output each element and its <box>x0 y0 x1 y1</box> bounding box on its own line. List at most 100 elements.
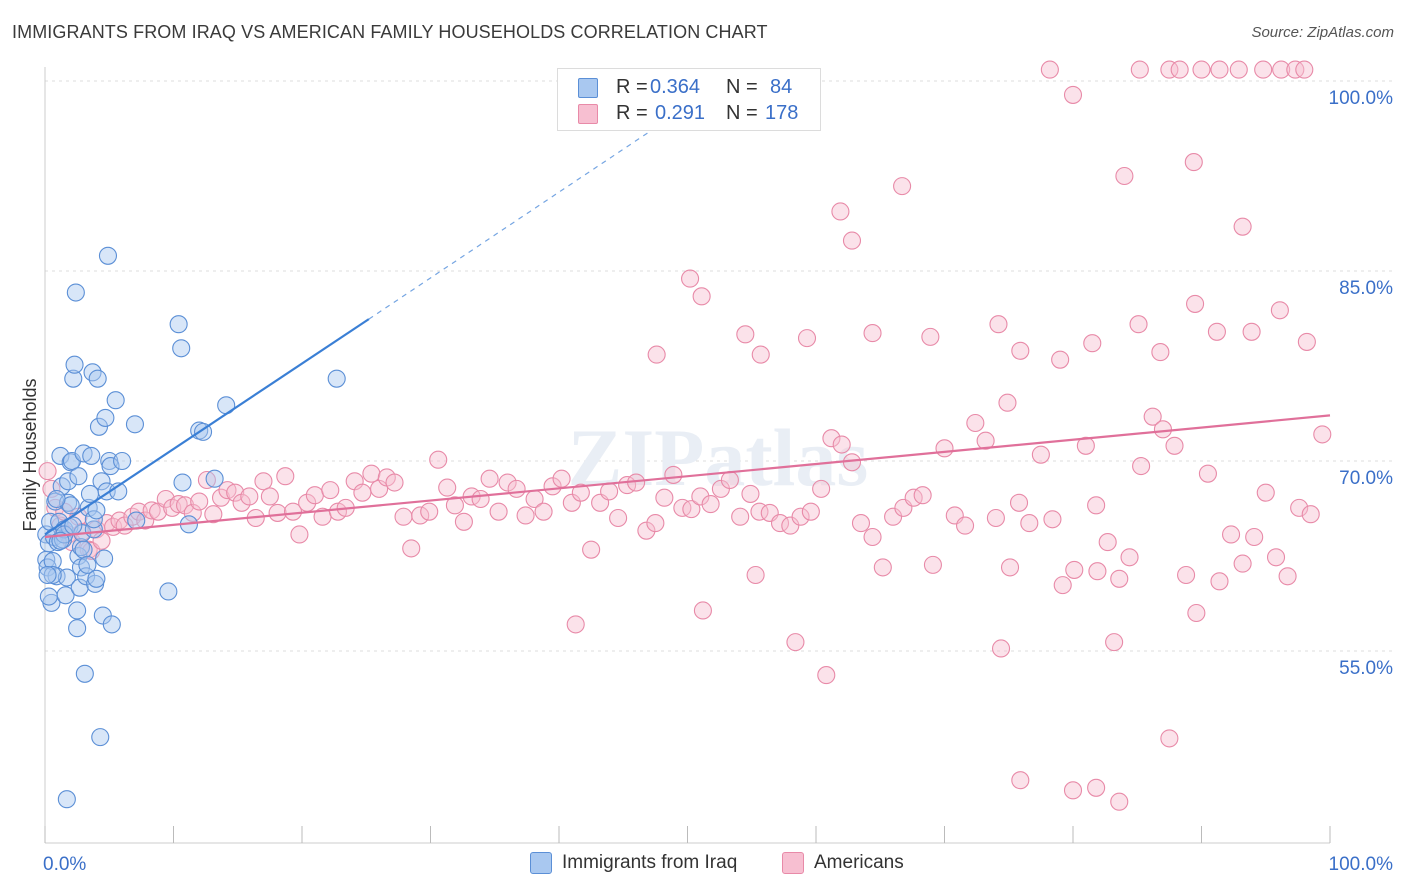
americans-point <box>956 516 975 535</box>
iraq-point <box>38 565 57 585</box>
americans-point <box>923 555 942 574</box>
americans-point <box>966 413 985 433</box>
iraq-point <box>87 569 106 588</box>
americans-point <box>1192 60 1211 79</box>
americans-point <box>1031 445 1050 464</box>
iraq-point <box>59 472 78 491</box>
americans-point <box>720 470 739 490</box>
iraq-trend-line <box>44 318 370 536</box>
americans-point <box>1051 350 1070 369</box>
legend-n-label: N = <box>726 101 758 124</box>
iraq-point <box>102 615 121 634</box>
iraq-point <box>205 469 224 488</box>
americans-point <box>1000 558 1020 577</box>
iraq-trend-extension <box>368 105 688 320</box>
americans-point <box>1233 554 1252 573</box>
iraq-point <box>101 457 120 476</box>
americans-point <box>1130 60 1149 79</box>
americans-point <box>873 558 892 577</box>
iraq-point <box>98 246 118 265</box>
americans-point <box>454 512 473 531</box>
americans-point <box>1254 60 1273 79</box>
iraq-point <box>71 538 91 557</box>
americans-point <box>1242 322 1261 341</box>
americans-point <box>935 439 954 458</box>
y-tick-label: 70.0% <box>1339 468 1393 489</box>
americans-point <box>1210 572 1229 591</box>
americans-point <box>571 483 590 502</box>
americans-point <box>1290 498 1309 517</box>
iraq-point <box>70 578 89 597</box>
americans-point <box>1110 792 1129 811</box>
americans-point <box>731 507 750 526</box>
americans-point <box>1222 525 1241 544</box>
americans-point <box>1295 60 1314 79</box>
americans-point <box>169 495 188 514</box>
americans-point <box>647 345 666 364</box>
americans-point <box>655 488 674 507</box>
americans-point <box>1187 603 1206 623</box>
americans-point <box>1087 496 1106 515</box>
iraq-point <box>66 283 85 302</box>
americans-point <box>1110 569 1129 588</box>
americans-point <box>534 502 553 521</box>
americans-point <box>1063 781 1083 800</box>
americans-point <box>1115 166 1134 186</box>
americans-point <box>1053 576 1072 595</box>
iraq-point <box>87 501 106 520</box>
stats-legend: R = 0.364 N = 84 R = 0.291 N = 178 <box>557 68 821 131</box>
iraq-point <box>68 601 87 620</box>
iraq-point <box>159 582 178 601</box>
americans-point <box>1132 457 1151 476</box>
iraq-point <box>75 664 94 683</box>
americans-point <box>600 482 619 501</box>
americans-point <box>1143 407 1162 426</box>
americans-point <box>240 487 259 506</box>
legend-r-label: R = <box>616 101 648 124</box>
iraq-point <box>125 415 144 434</box>
americans-point <box>681 269 700 288</box>
americans-point <box>445 496 464 515</box>
americans-point <box>1256 483 1275 502</box>
americans-point <box>1245 527 1264 547</box>
iraq-point <box>92 472 111 491</box>
americans-point <box>498 473 517 492</box>
y-axis-title: Family Households <box>20 378 40 531</box>
legend-swatch-americans <box>578 104 598 124</box>
bottom-legend-swatch-americans <box>782 852 804 874</box>
bottom-legend-label-iraq: Immigrants from Iraq <box>562 852 738 873</box>
americans-point <box>480 469 499 488</box>
americans-points <box>38 60 1332 811</box>
americans-point <box>741 484 760 503</box>
x-tick-label: 0.0% <box>43 854 86 875</box>
americans-point <box>1270 301 1289 320</box>
iraq-point <box>91 728 110 747</box>
americans-point <box>276 467 295 486</box>
axes <box>44 67 1331 844</box>
americans-point <box>1011 341 1030 360</box>
iraq-point <box>169 315 188 334</box>
americans-point <box>471 489 490 509</box>
legend-n-label: N = <box>726 75 758 98</box>
americans-point <box>1313 425 1332 444</box>
legend-r-label: R = <box>616 75 648 98</box>
americans-point <box>38 462 57 481</box>
americans-point <box>1165 436 1184 455</box>
americans-point <box>268 503 287 522</box>
americans-point <box>1266 548 1286 567</box>
americans-point <box>1210 60 1229 79</box>
iraq-point <box>68 619 87 638</box>
iraq-point <box>127 511 146 530</box>
iraq-point <box>89 417 109 436</box>
americans-point <box>1272 60 1291 79</box>
americans-point <box>801 502 820 521</box>
iraq-point <box>65 355 84 374</box>
americans-point <box>429 450 448 469</box>
americans-point <box>362 464 381 483</box>
americans-point <box>1020 514 1039 533</box>
americans-point <box>1160 729 1179 748</box>
bottom-legend-swatch-iraq <box>530 852 552 874</box>
americans-point <box>1040 60 1059 79</box>
iraq-point <box>95 549 114 568</box>
americans-point <box>1087 778 1106 797</box>
